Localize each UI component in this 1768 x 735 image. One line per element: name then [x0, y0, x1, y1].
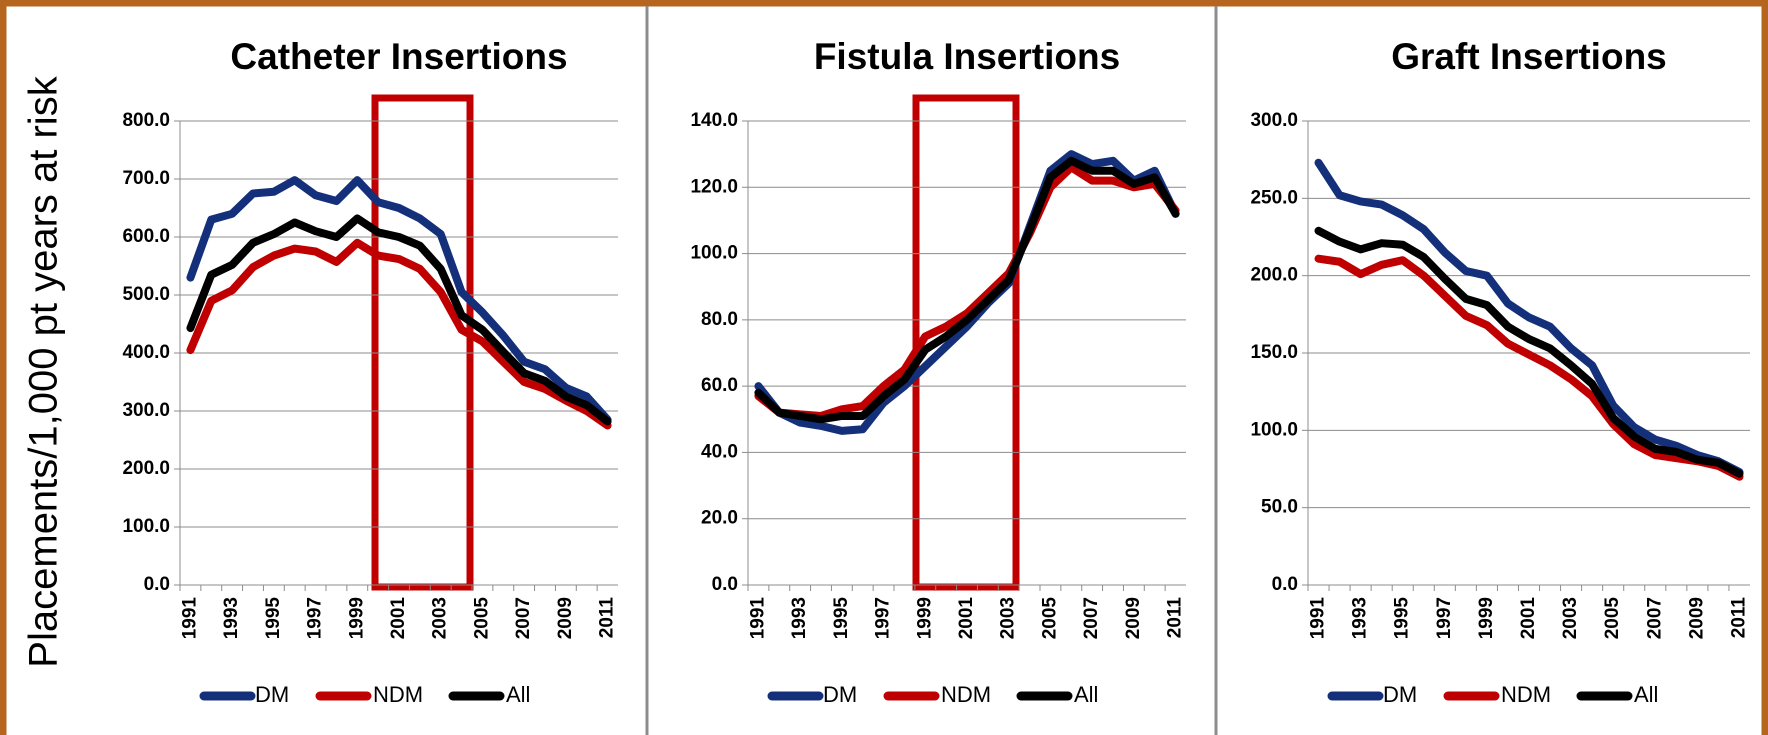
x-tick-label: 2011 — [1165, 597, 1186, 639]
y-tick-label: 120.0 — [690, 176, 738, 197]
y-tick-label: 100.0 — [122, 516, 170, 537]
x-tick-label: 1993 — [789, 597, 810, 639]
legend-label: NDM — [1501, 682, 1551, 707]
y-tick-label: 20.0 — [701, 508, 738, 529]
x-tick-label: 2011 — [597, 597, 618, 639]
x-tick-label: 2003 — [1560, 597, 1581, 639]
chart-title: Fistula Insertions — [814, 36, 1120, 77]
x-tick-label: 1995 — [831, 597, 852, 640]
x-tick-label: 2007 — [1081, 597, 1102, 639]
y-axis-label: Placements/1,000 pt years at risk — [22, 75, 66, 667]
x-tick-label: 1999 — [346, 597, 367, 639]
series-line — [1314, 254, 1744, 481]
series-line — [754, 156, 1180, 424]
y-tick-label: 50.0 — [1261, 497, 1298, 518]
highlight-box — [371, 94, 474, 591]
y-tick-label: 300.0 — [1250, 110, 1298, 131]
y-tick-label: 500.0 — [122, 284, 170, 305]
y-tick-label: 0.0 — [1272, 574, 1298, 595]
series-line — [754, 163, 1180, 420]
y-tick-label: 200.0 — [1250, 265, 1298, 286]
x-tick-label: 1997 — [1434, 597, 1455, 639]
x-tick-label: 1995 — [1392, 597, 1413, 640]
x-tick-label: 2007 — [513, 597, 534, 639]
chart-title: Catheter Insertions — [230, 36, 567, 77]
y-tick-label: 60.0 — [701, 375, 738, 396]
legend-label: DM — [823, 682, 857, 707]
x-tick-label: 2001 — [388, 597, 409, 640]
highlight-box — [912, 94, 1020, 591]
x-tick-label: 2011 — [1728, 597, 1749, 639]
legend-label: DM — [1383, 682, 1417, 707]
y-tick-label: 200.0 — [122, 458, 170, 479]
legend-label: All — [506, 682, 530, 707]
x-tick-label: 1997 — [873, 597, 894, 639]
x-tick-label: 1997 — [305, 597, 326, 639]
x-tick-label: 1999 — [914, 597, 935, 639]
series-line — [1314, 226, 1744, 478]
y-tick-label: 700.0 — [122, 168, 170, 189]
series-line — [1314, 158, 1744, 477]
series-line — [186, 214, 612, 426]
x-tick-label: 2005 — [471, 597, 492, 640]
legend-label: NDM — [941, 682, 991, 707]
x-tick-label: 1991 — [1308, 597, 1329, 640]
y-tick-label: 40.0 — [701, 441, 738, 462]
y-tick-label: 150.0 — [1250, 342, 1298, 363]
y-tick-label: 0.0 — [144, 574, 170, 595]
y-tick-label: 140.0 — [690, 110, 738, 131]
x-tick-label: 2003 — [430, 597, 451, 639]
legend-label: NDM — [373, 682, 423, 707]
chart-title: Graft Insertions — [1391, 36, 1667, 77]
y-tick-label: 800.0 — [122, 110, 170, 131]
x-tick-label: 2001 — [956, 597, 977, 640]
y-tick-label: 600.0 — [122, 226, 170, 247]
y-tick-label: 300.0 — [122, 400, 170, 421]
y-tick-label: 80.0 — [701, 309, 738, 330]
x-tick-label: 2009 — [1123, 597, 1144, 639]
series-line — [754, 150, 1180, 435]
x-tick-label: 2005 — [1039, 597, 1060, 640]
legend-label: DM — [255, 682, 289, 707]
y-tick-label: 250.0 — [1250, 187, 1298, 208]
x-tick-label: 1995 — [263, 597, 284, 640]
series-line — [186, 176, 612, 424]
legend-label: All — [1074, 682, 1098, 707]
x-tick-label: 2009 — [555, 597, 576, 639]
x-tick-label: 2005 — [1602, 597, 1623, 640]
x-tick-label: 1993 — [221, 597, 242, 639]
legend-label: All — [1634, 682, 1658, 707]
x-tick-label: 1991 — [179, 597, 200, 640]
y-tick-label: 100.0 — [690, 243, 738, 264]
x-tick-label: 1999 — [1476, 597, 1497, 639]
y-tick-label: 100.0 — [1250, 419, 1298, 440]
y-tick-label: 0.0 — [712, 574, 738, 595]
x-tick-label: 2007 — [1644, 597, 1665, 639]
x-tick-label: 2009 — [1686, 597, 1707, 639]
x-tick-label: 2001 — [1518, 597, 1539, 640]
y-tick-label: 400.0 — [122, 342, 170, 363]
x-tick-label: 1993 — [1350, 597, 1371, 639]
x-tick-label: 1991 — [747, 597, 768, 640]
series-line — [186, 238, 612, 430]
x-tick-label: 2003 — [998, 597, 1019, 639]
